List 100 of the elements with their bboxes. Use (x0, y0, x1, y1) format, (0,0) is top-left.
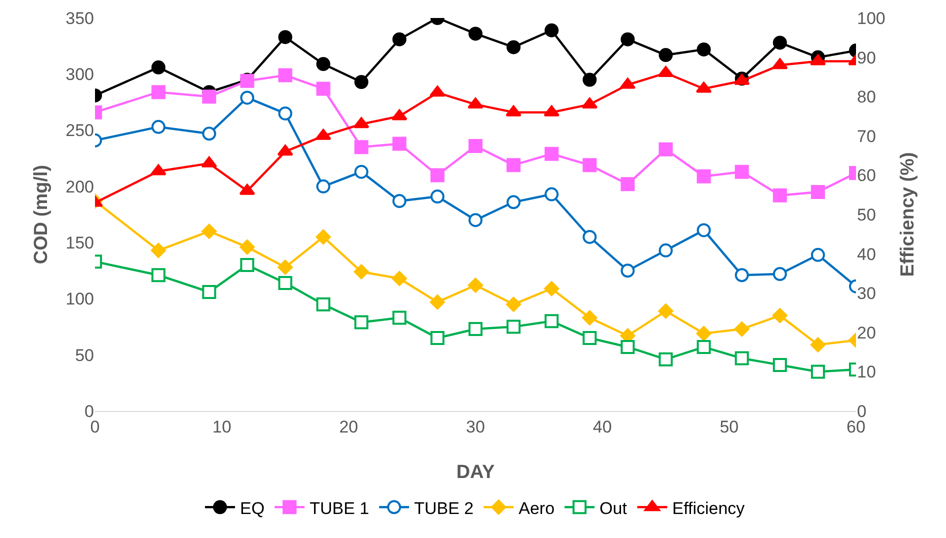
point (354, 264, 369, 280)
point (430, 294, 445, 310)
point (392, 310, 406, 325)
y2-tick-label: 20 (857, 323, 876, 342)
point (582, 230, 597, 244)
y-tick-label: 100 (66, 290, 94, 309)
x-tick-label: 50 (720, 417, 739, 436)
point (810, 248, 825, 262)
y2-tick-label: 90 (857, 48, 876, 68)
point (506, 296, 522, 312)
legend-label: Aero (518, 498, 555, 518)
point (316, 82, 330, 96)
point (582, 72, 597, 87)
point (696, 169, 711, 184)
point (316, 297, 330, 312)
point (354, 315, 368, 330)
point (734, 351, 749, 366)
point (468, 322, 482, 336)
point (468, 139, 482, 154)
point (430, 190, 444, 204)
point (240, 240, 255, 255)
point (278, 276, 292, 290)
point (772, 188, 787, 202)
point (620, 32, 635, 46)
point (734, 322, 750, 337)
point (658, 142, 673, 156)
point (392, 32, 406, 46)
y2-tick-label: 30 (857, 284, 876, 304)
point (658, 48, 673, 62)
point (506, 105, 522, 116)
y-tick-label: 50 (75, 346, 94, 365)
point (151, 85, 166, 100)
point (354, 75, 368, 89)
point (468, 278, 483, 293)
point (772, 358, 787, 372)
point (810, 54, 826, 66)
point (278, 106, 292, 120)
point (151, 120, 166, 134)
point (278, 30, 292, 44)
point (392, 194, 406, 208)
y-tick-label: 150 (66, 234, 94, 253)
point (151, 60, 166, 74)
point (810, 185, 825, 200)
legend-label: EQ (240, 498, 265, 518)
legend-label: Efficiency (672, 498, 746, 518)
y-tick-label: 0 (84, 402, 94, 421)
point (392, 271, 407, 286)
point (240, 258, 254, 272)
point (354, 164, 368, 179)
y2-tick-label: 50 (857, 205, 876, 224)
point (810, 364, 825, 379)
point (772, 36, 787, 50)
point (734, 164, 749, 179)
legend-label: TUBE 2 (414, 498, 474, 518)
point (468, 26, 482, 41)
x-tick-label: 30 (466, 417, 485, 436)
x-tick-label: 40 (592, 417, 612, 436)
y-tick-label: 350 (66, 8, 94, 28)
point (544, 146, 559, 161)
point (696, 42, 711, 56)
point (620, 264, 635, 278)
y2-tick-label: 10 (857, 362, 876, 382)
point (278, 260, 293, 275)
point (202, 284, 216, 299)
point (278, 68, 292, 82)
x-tick-label: 20 (339, 417, 358, 436)
point (354, 140, 368, 154)
y-tick-label: 200 (66, 177, 94, 196)
point (582, 158, 597, 172)
legend-label: Out (600, 498, 628, 518)
point (430, 331, 444, 346)
point (506, 195, 521, 210)
point (696, 223, 711, 238)
point (240, 90, 254, 105)
point (430, 86, 446, 97)
point (544, 23, 559, 38)
y-tick-label: 250 (66, 121, 94, 140)
point (316, 57, 330, 72)
point (620, 177, 635, 192)
point (772, 267, 787, 282)
point (202, 224, 217, 239)
y-axis-title: COD (mg/l) (31, 164, 52, 264)
point (658, 243, 673, 258)
y2-axis-title: Efficiency (%) (898, 152, 918, 277)
point (810, 337, 826, 352)
point (468, 213, 482, 228)
x-tick-label: 10 (212, 417, 232, 436)
y-tick-label: 300 (66, 65, 94, 84)
point (658, 304, 674, 319)
point (582, 331, 597, 346)
point (506, 158, 521, 172)
point (544, 314, 559, 328)
y2-tick-label: 40 (857, 244, 876, 264)
point (734, 268, 749, 282)
y2-tick-label: 100 (857, 8, 886, 28)
point (151, 268, 166, 282)
point (468, 97, 484, 108)
point (316, 179, 330, 194)
point (620, 340, 635, 354)
y2-tick-label: 70 (857, 126, 876, 146)
